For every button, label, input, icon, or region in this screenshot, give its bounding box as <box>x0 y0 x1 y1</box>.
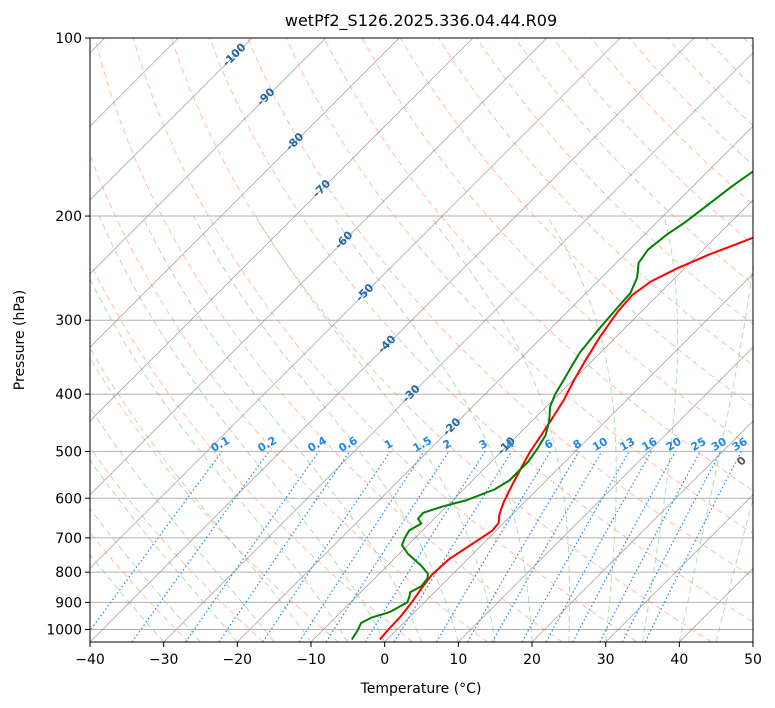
moist-adiabat <box>90 347 312 642</box>
skewed-isotherm <box>605 494 753 642</box>
dry-adiabats <box>90 38 753 642</box>
skewed-isotherm <box>90 38 695 642</box>
dry-adiabat <box>514 38 753 285</box>
x-axis-label: Temperature (°C) <box>360 681 482 697</box>
dry-adiabat <box>323 38 753 492</box>
dry-adiabat <box>132 38 638 642</box>
skewed-isotherm <box>531 420 753 642</box>
mixing-ratio-line <box>521 451 630 642</box>
x-tick-label: 40 <box>670 652 688 668</box>
moist-adiabat <box>678 261 753 642</box>
skewed-isotherm <box>384 273 753 642</box>
mixing-ratio-line <box>131 451 270 642</box>
mixing-ratio-line <box>262 451 391 642</box>
skewed-isotherm <box>237 125 753 642</box>
x-tick-label: −10 <box>296 652 326 668</box>
moist-adiabat <box>90 553 165 642</box>
moist-adiabat <box>332 215 533 642</box>
skewed-isotherm <box>90 38 621 569</box>
mixing-ratio-line <box>185 451 320 642</box>
dry-adiabat <box>90 261 414 642</box>
y-tick-label: 500 <box>55 444 82 460</box>
y-tick-label: 700 <box>55 531 82 547</box>
dry-adiabat <box>476 38 753 326</box>
profile-series <box>350 170 753 641</box>
moist-adiabat <box>546 215 617 642</box>
x-tick-label: −20 <box>223 652 253 668</box>
y-tick-label: 600 <box>55 491 82 507</box>
mixing-ratio-line <box>325 451 450 642</box>
skewed-isotherm <box>90 38 547 496</box>
moist-adiabat <box>642 215 679 642</box>
temperature-profile-line <box>379 236 753 641</box>
skewed-isotherm <box>458 346 753 642</box>
mixing-ratio-lines <box>90 451 743 642</box>
dry-adiabat <box>285 38 753 535</box>
x-tick-label: −30 <box>149 652 179 668</box>
x-tick-label: 10 <box>449 652 467 668</box>
mixing-ratio-line <box>393 451 513 642</box>
dry-adiabat <box>90 446 264 642</box>
y-tick-label: 400 <box>55 387 82 403</box>
x-tick-label: 30 <box>597 652 615 668</box>
plot-area: -100-90-80-70-60-50-40-30-20-10 0.1 0.2 0.… <box>90 38 753 642</box>
skewed-isotherm <box>90 38 474 422</box>
mixing-ratio-line <box>298 451 425 642</box>
mixing-ratio-line <box>644 451 743 642</box>
plot-frame <box>89 37 754 643</box>
chart-title: wetPf2_S126.2025.336.04.44.R09 <box>285 11 557 31</box>
y-axis-ticks: 1000 900 800 700 600 500 400 300 200 100 <box>46 31 90 638</box>
skewed-isotherm <box>90 38 326 275</box>
skewed-isotherm <box>90 38 253 201</box>
skewed-isotherm <box>90 38 400 348</box>
moist-adiabat <box>192 215 459 642</box>
dry-adiabat <box>90 357 339 642</box>
skewed-isotherm <box>310 199 753 642</box>
mixing-ratio-line <box>218 451 351 642</box>
y-tick-label: 800 <box>55 565 82 581</box>
skewed-isotherms <box>90 38 753 642</box>
y-tick-label: 1000 <box>46 622 82 638</box>
dry-adiabat <box>209 38 753 623</box>
y-tick-label: 200 <box>55 209 82 225</box>
y-tick-label: 300 <box>55 313 82 329</box>
moist-adiabat <box>141 215 422 642</box>
mixing-ratio-line <box>572 451 677 642</box>
moist-adiabat <box>90 507 201 642</box>
skewed-isotherm <box>163 52 753 642</box>
x-tick-label: 0 <box>380 652 389 668</box>
moist-adiabat <box>98 215 386 642</box>
dry-adiabat <box>247 38 753 578</box>
mixing-ratio-line <box>545 451 652 642</box>
x-tick-label: 50 <box>744 652 762 668</box>
dewpoint-profile-line <box>350 170 753 641</box>
y-axis-label: Pressure (hPa) <box>12 290 28 390</box>
y-tick-label: 100 <box>55 31 82 47</box>
y-tick-label: 900 <box>55 595 82 611</box>
moist-adiabat <box>429 215 571 642</box>
x-axis-ticks: −40 −30 −20 −10 0 10 20 30 40 50 <box>75 642 762 668</box>
x-tick-label: 20 <box>523 652 541 668</box>
dry-adiabat <box>94 38 563 642</box>
x-tick-label: −40 <box>75 652 105 668</box>
mixing-ratio-line <box>90 451 223 632</box>
